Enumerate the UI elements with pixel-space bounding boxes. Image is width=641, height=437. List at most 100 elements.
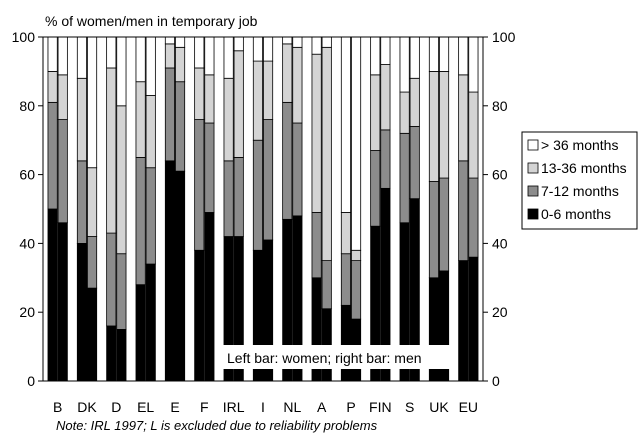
- bar-segment-s-men-4: [409, 36, 420, 79]
- bar-segment-a-women-3: [311, 53, 322, 213]
- bar-segment-dk-men-1: [87, 287, 98, 382]
- bar-segment-uk-women-4: [428, 36, 439, 72]
- bar-segment-irl-women-2: [223, 160, 234, 237]
- bar-segment-dk-women-3: [76, 77, 88, 162]
- bar-segment-f-women-3: [194, 67, 205, 120]
- bar-segment-dk-men-3: [87, 167, 98, 237]
- bar-segment-e-men-2: [174, 81, 186, 172]
- bar-segment-f-women-4: [194, 36, 205, 69]
- bar-segment-el-men-1: [145, 263, 156, 382]
- bar-segment-uk-women-3: [428, 71, 439, 182]
- bar-segment-eu-women-2: [458, 160, 469, 261]
- bar-segment-dk-men-4: [87, 36, 98, 169]
- legend-label: > 36 months: [541, 137, 618, 153]
- bar-segment-uk-men-4: [438, 36, 450, 72]
- bar-segment-f-men-2: [204, 122, 215, 213]
- bar-segment-i-women-4: [252, 36, 264, 62]
- bar-segment-el-women-3: [135, 81, 146, 158]
- y-tick-label-left: 80: [19, 98, 35, 114]
- bar-segment-irl-men-3: [233, 50, 244, 158]
- bar-segment-el-women-4: [135, 36, 146, 83]
- y-tick-label-right: 100: [492, 29, 516, 45]
- bar-segment-p-men-4: [350, 36, 362, 251]
- bar-segment-irl-men-2: [233, 156, 244, 237]
- bar-segment-a-women-4: [311, 36, 322, 55]
- legend-frame: [521, 131, 638, 230]
- bar-segment-f-men-3: [204, 74, 215, 124]
- bar-segment-a-men-2: [321, 260, 332, 310]
- y-tick-label-right: 20: [492, 304, 508, 320]
- bar-segment-d-women-1: [106, 325, 117, 382]
- bar-segment-eu-men-1: [468, 256, 479, 382]
- y-tick-label-left: 100: [12, 29, 36, 45]
- bar-segment-a-men-1: [321, 308, 332, 382]
- bar-segment-s-men-2: [409, 126, 420, 200]
- bar-segment-b-men-1: [57, 222, 68, 382]
- bar-segment-eu-men-3: [468, 91, 479, 179]
- bar-segment-b-women-4: [47, 36, 58, 72]
- x-tick-label: I: [261, 399, 265, 415]
- bar-segment-s-men-3: [409, 77, 420, 127]
- legend-label: 13-36 months: [541, 160, 627, 176]
- bar-segment-eu-men-2: [468, 177, 479, 258]
- bar-segment-d-men-3: [116, 105, 127, 255]
- bar-segment-dk-women-4: [76, 36, 88, 79]
- y-tick-label-left: 40: [19, 235, 35, 251]
- x-tick-label: S: [405, 399, 414, 415]
- legend-swatch: [527, 185, 539, 197]
- bar-segment-irl-women-3: [223, 77, 234, 162]
- bar-segment-b-men-2: [57, 119, 68, 224]
- bar-segment-eu-men-4: [468, 36, 479, 93]
- bar-segment-eu-women-4: [458, 36, 469, 76]
- bar-segment-p-women-1: [340, 304, 351, 382]
- bar-segment-f-men-1: [204, 212, 215, 382]
- bar-segment-nl-women-2: [282, 101, 293, 220]
- left-y-axis: 0 20 40 60 80 100: [12, 29, 43, 389]
- bar-segment-i-men-2: [262, 119, 274, 241]
- bar-segment-p-women-2: [340, 253, 351, 306]
- bar-segment-e-men-3: [174, 46, 186, 83]
- bar-segment-nl-women-3: [282, 43, 293, 103]
- bar-segment-nl-men-2: [292, 122, 303, 217]
- bar-segment-p-women-4: [340, 36, 351, 213]
- bar-segment-nl-men-4: [292, 36, 303, 48]
- annotation-box: [221, 345, 450, 369]
- bar-segment-d-women-4: [106, 36, 117, 69]
- x-axis-categories: B DK D EL E F IRL I NL A P FIN S UK EU: [53, 399, 478, 415]
- bar-segment-eu-women-3: [458, 74, 469, 162]
- plot-frame: [42, 36, 484, 382]
- bar-segment-f-women-1: [194, 249, 205, 382]
- bar-segment-el-men-2: [145, 167, 156, 265]
- bar-segment-el-women-1: [135, 284, 146, 382]
- chart-note: Note: IRL 1997; L is excluded due to rel…: [56, 418, 378, 433]
- bar-segment-s-women-2: [399, 132, 410, 224]
- x-tick-label: UK: [429, 399, 449, 415]
- bar-segment-e-women-2: [164, 67, 176, 162]
- bar-segment-f-women-2: [194, 119, 205, 251]
- y-tick-label-left: 20: [19, 304, 35, 320]
- bar-segment-uk-men-2: [438, 177, 450, 272]
- bar-segment-d-women-3: [106, 67, 117, 234]
- bar-segment-e-women-3: [164, 43, 176, 69]
- y-tick-label-left: 60: [19, 167, 35, 183]
- legend-swatch: [527, 162, 539, 174]
- x-tick-label: P: [346, 399, 355, 415]
- x-tick-label: D: [111, 399, 121, 415]
- bar-segment-fin-women-2: [370, 150, 381, 227]
- x-tick-label: DK: [77, 399, 97, 415]
- bar-order-annotation: Left bar: women; right bar: men: [227, 350, 422, 366]
- bar-segment-dk-women-1: [76, 242, 88, 382]
- legend-swatch: [527, 139, 539, 151]
- bar-segment-uk-men-3: [438, 71, 450, 179]
- bar-segment-e-women-1: [164, 160, 176, 382]
- x-tick-label: A: [317, 399, 327, 415]
- bar-segment-uk-women-2: [428, 181, 439, 279]
- bar-segment-d-men-1: [116, 328, 127, 382]
- bar-segment-p-men-2: [350, 260, 362, 320]
- bar-segment-b-men-4: [57, 36, 68, 76]
- x-tick-label: F: [200, 399, 209, 415]
- bar-segment-s-women-4: [399, 36, 410, 93]
- bar-segment-b-women-3: [47, 71, 58, 103]
- y-tick-label-left: 0: [27, 373, 35, 389]
- bar-segment-a-men-4: [321, 36, 332, 48]
